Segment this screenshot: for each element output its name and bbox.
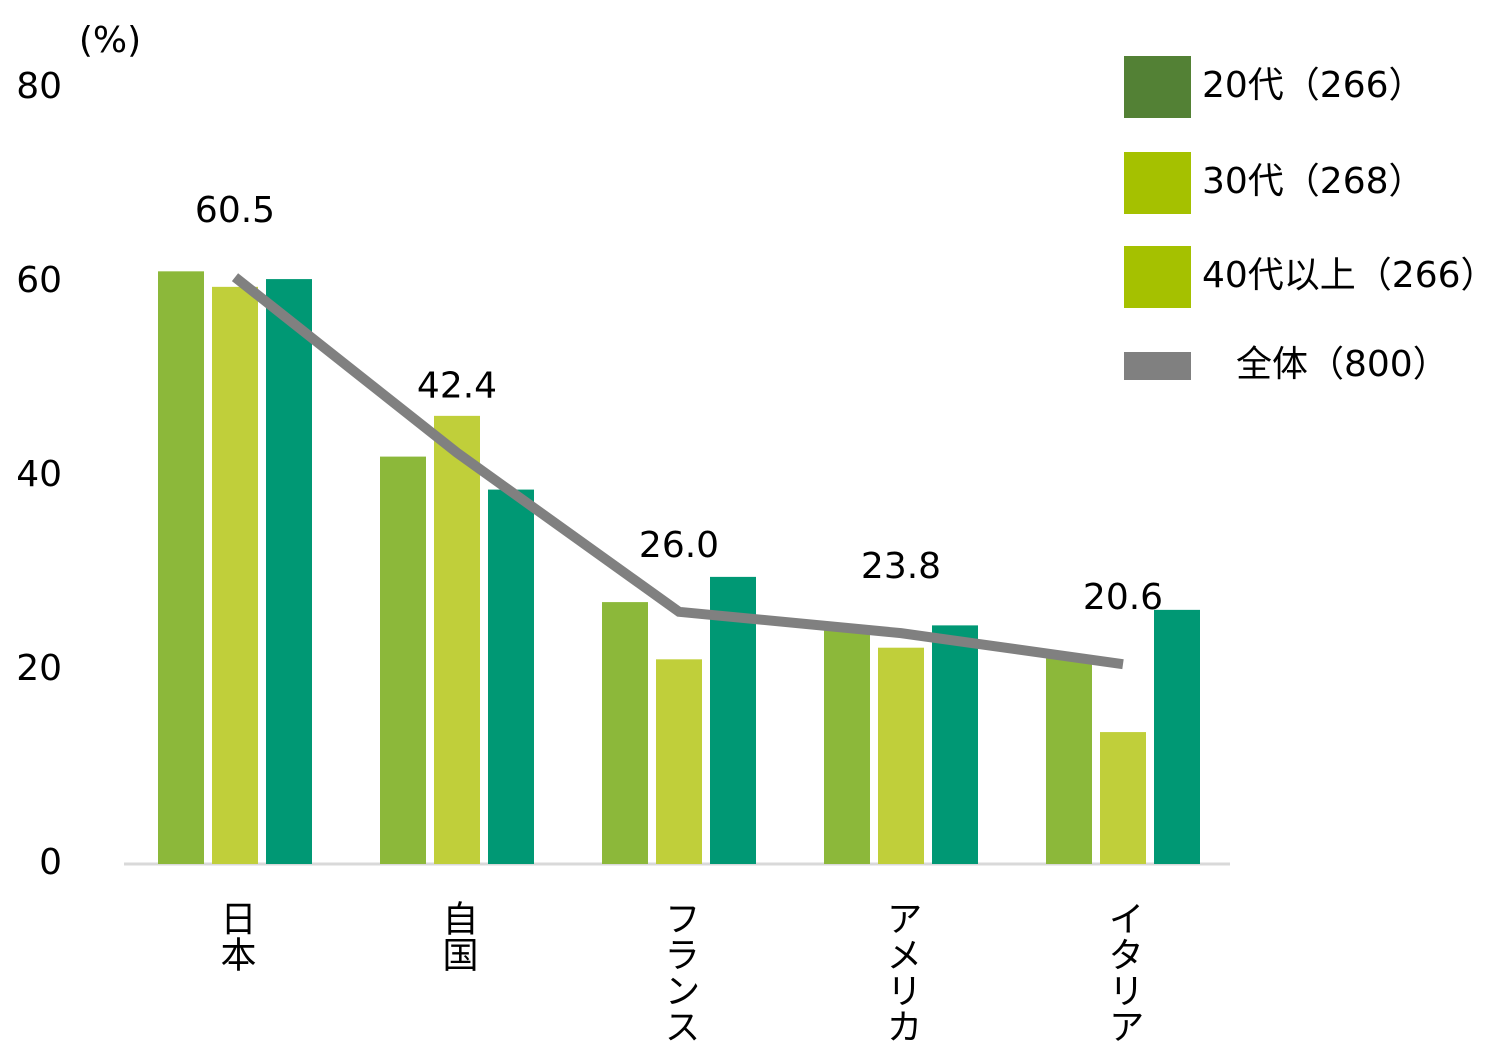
bar (488, 489, 534, 864)
bar (656, 659, 702, 864)
bar (1154, 609, 1200, 864)
bar (932, 625, 978, 864)
y-tick-label: 40 (16, 454, 62, 495)
x-tick-label: アメリカ (881, 900, 922, 1044)
y-tick-label: 80 (16, 66, 62, 107)
bar (266, 279, 312, 865)
bar (1046, 655, 1092, 864)
line (231, 273, 1124, 670)
bar (824, 630, 870, 864)
x-tick-label: 自国 (437, 900, 478, 972)
bar (602, 602, 648, 864)
data-label: 42.4 (417, 366, 497, 407)
legend-label: 全体（800） (1236, 344, 1449, 385)
legend-label: 30代（268） (1202, 161, 1425, 202)
data-label: 60.5 (195, 190, 275, 231)
legend-label: 20代（266） (1202, 65, 1425, 106)
y-tick-label: 20 (16, 648, 62, 689)
bar (434, 415, 480, 864)
y-axis-label: (%) (79, 20, 141, 61)
y-tick-label: 0 (39, 842, 62, 883)
legend-swatch (1124, 246, 1191, 308)
x-tick-label: イタリア (1103, 900, 1144, 1044)
y-tick-label: 60 (16, 260, 62, 301)
bar (158, 271, 204, 865)
bar (878, 647, 924, 864)
bar (212, 286, 258, 865)
legend-label: 40代以上（266） (1202, 255, 1497, 296)
legend-swatch (1124, 56, 1191, 118)
data-label: 20.6 (1083, 577, 1163, 618)
data-label: 23.8 (861, 546, 941, 587)
bar (1100, 732, 1146, 864)
bar (380, 456, 426, 864)
data-label: 26.0 (639, 525, 719, 566)
legend-swatch (1124, 352, 1191, 380)
x-tick-label: フランス (659, 900, 700, 1044)
x-tick-label: 日本 (215, 900, 256, 972)
legend-swatch (1124, 152, 1191, 214)
bar (710, 576, 756, 864)
